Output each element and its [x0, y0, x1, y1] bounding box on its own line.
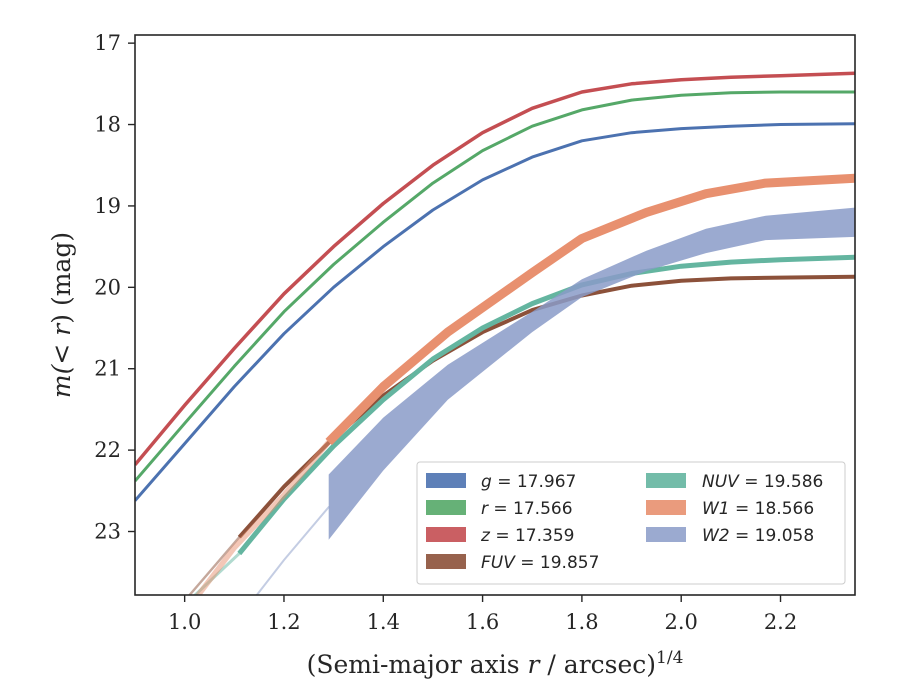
x-tick-label: 1.2 — [267, 610, 300, 634]
legend-label-fuv: FUV = 19.857 — [481, 553, 599, 573]
series-w1-line — [325, 173, 855, 446]
legend-label-r: r = 17.566 — [481, 499, 573, 519]
y-tick-label: 21 — [94, 357, 121, 381]
series-z-line — [135, 71, 855, 466]
legend-swatch-nuv — [646, 473, 686, 488]
legend-label-nuv: NUV = 19.586 — [702, 472, 823, 492]
y-tick-label: 19 — [94, 194, 121, 218]
legend-swatch-r — [426, 500, 466, 515]
y-tick-label: 17 — [94, 31, 121, 55]
axis-ticks: 1.0 1.2 1.4 1.6 1.8 2.0 2.2 17 18 19 20 21 22 23 — [94, 31, 797, 634]
legend-label-w2: W2 = 19.058 — [702, 526, 814, 546]
series-fuv-extrapolation — [188, 536, 241, 595]
legend-box — [416, 461, 846, 585]
x-axis-title: (Semi-major axis r / arcsec)1/4 — [307, 648, 684, 679]
legend-label-g: g = 17.967 — [481, 472, 576, 492]
x-tick-label: 1.0 — [168, 610, 201, 634]
legend-label-w1: W1 = 18.566 — [702, 499, 814, 519]
y-axis-title: m(< r) (mag) — [47, 232, 76, 398]
legend: g = 17.967 r = 17.566 z = 17.359 FUV = 19.8… — [416, 461, 846, 585]
series-w1-extrapolation — [194, 439, 332, 595]
y-tick-label: 18 — [94, 113, 121, 137]
y-tick-label: 23 — [94, 520, 121, 544]
series-layer — [135, 71, 855, 595]
legend-label-z: z = 17.359 — [480, 526, 574, 546]
plot-frame — [134, 34, 856, 596]
y-tick-label: 22 — [94, 438, 121, 462]
x-tick-label: 1.6 — [466, 610, 499, 634]
legend-swatch-z — [426, 527, 466, 542]
series-w2-extrapolation — [255, 506, 330, 595]
x-tick-label: 2.0 — [665, 610, 698, 634]
series-nuv-line — [237, 254, 855, 556]
x-tick-label: 2.2 — [764, 610, 797, 634]
series-r-line — [135, 90, 855, 482]
series-nuv-extrapolation — [192, 552, 241, 595]
series-g-line — [135, 122, 855, 502]
x-tick-label: 1.8 — [565, 610, 598, 634]
y-tick-label: 20 — [94, 275, 121, 299]
legend-swatch-w2 — [646, 527, 686, 542]
legend-swatch-w1 — [646, 500, 686, 515]
x-tick-label: 1.4 — [367, 610, 400, 634]
legend-swatch-g — [426, 473, 466, 488]
legend-swatch-fuv — [426, 554, 466, 569]
